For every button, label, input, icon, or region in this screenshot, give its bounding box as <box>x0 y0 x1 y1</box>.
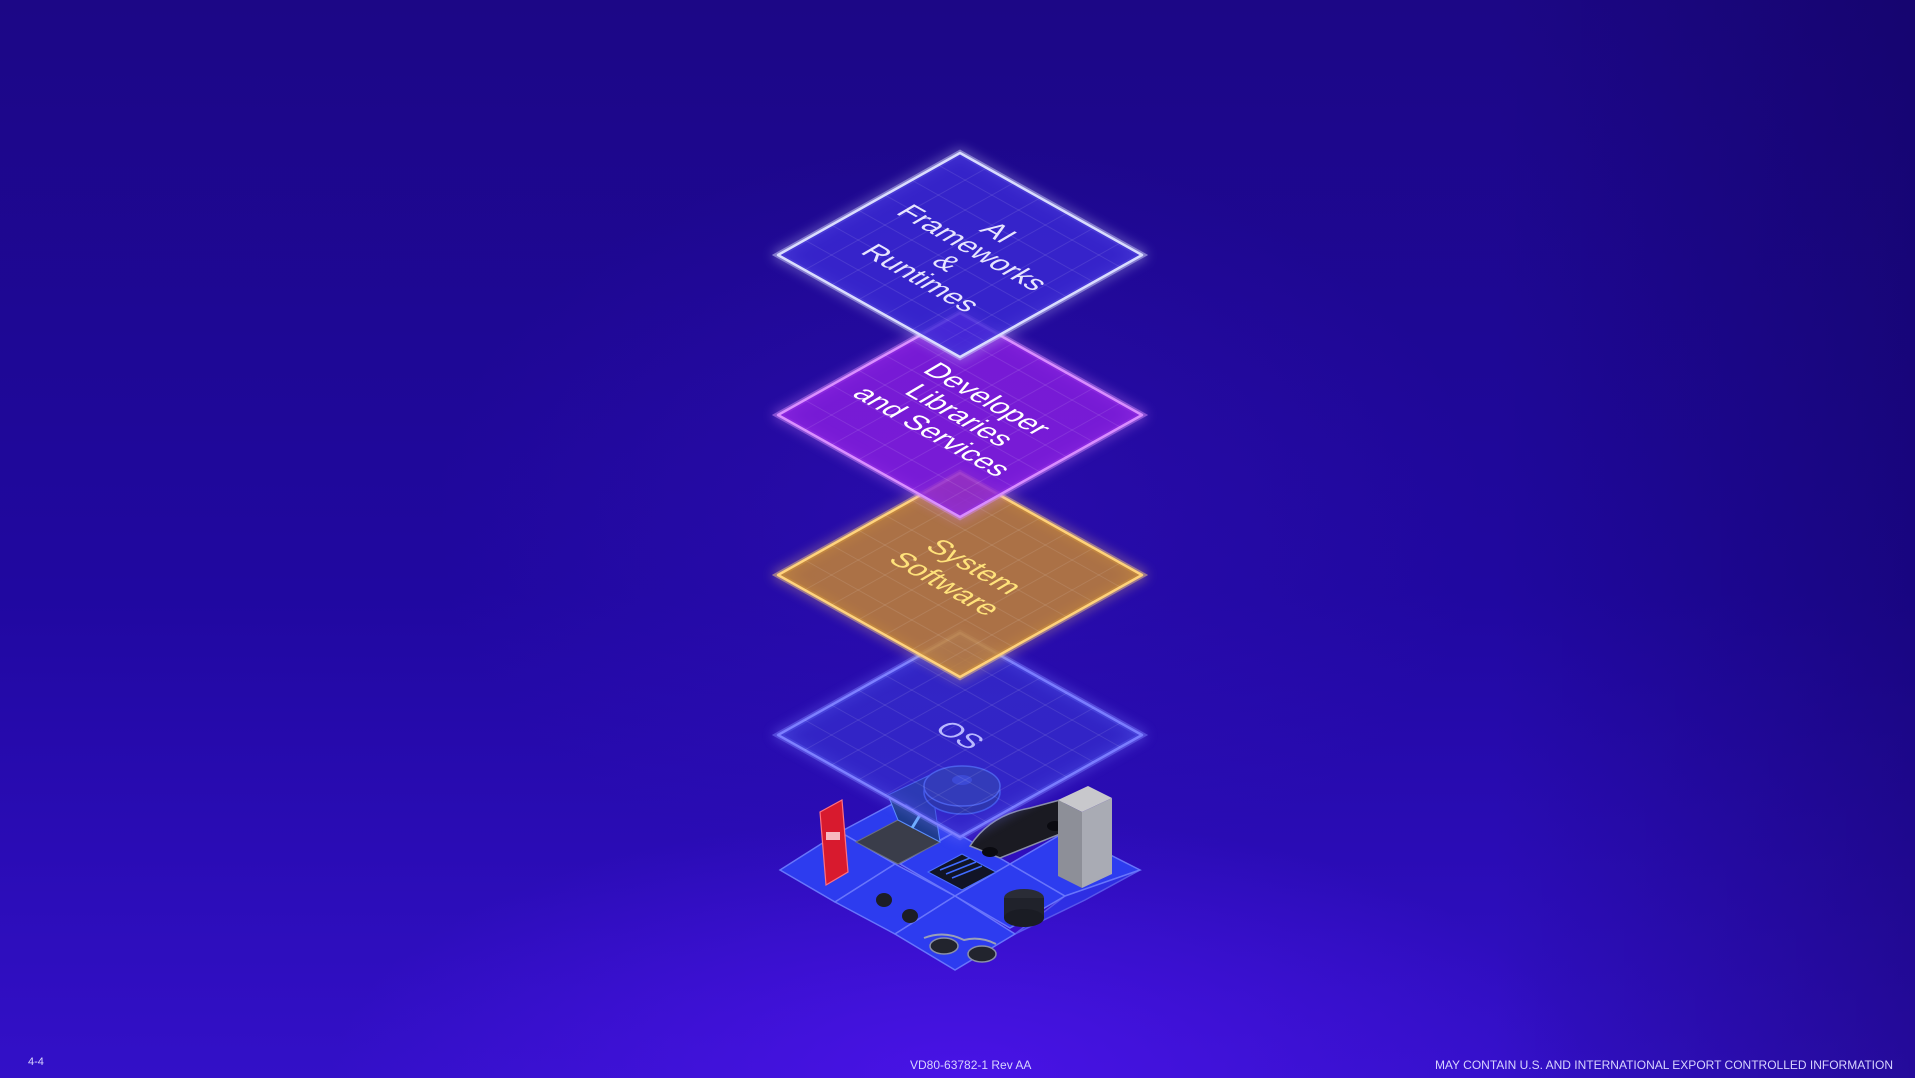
ai-frameworks-layer: AIFrameworks&Runtimes <box>771 149 1149 361</box>
document-id: VD80-63782-1 Rev AA <box>910 1058 1032 1072</box>
system-software-layer-plate <box>776 471 1144 679</box>
background-vignette <box>1495 0 1915 1078</box>
ai-frameworks-layer-plate <box>776 151 1144 359</box>
edge-devices-icon <box>778 765 1142 971</box>
export-notice: MAY CONTAIN U.S. AND INTERNATIONAL EXPOR… <box>1434 1058 1893 1072</box>
page-number: 4-4 <box>28 1056 44 1068</box>
developer-libraries-layer-plate <box>776 311 1144 519</box>
os-layer-plate <box>776 631 1144 839</box>
